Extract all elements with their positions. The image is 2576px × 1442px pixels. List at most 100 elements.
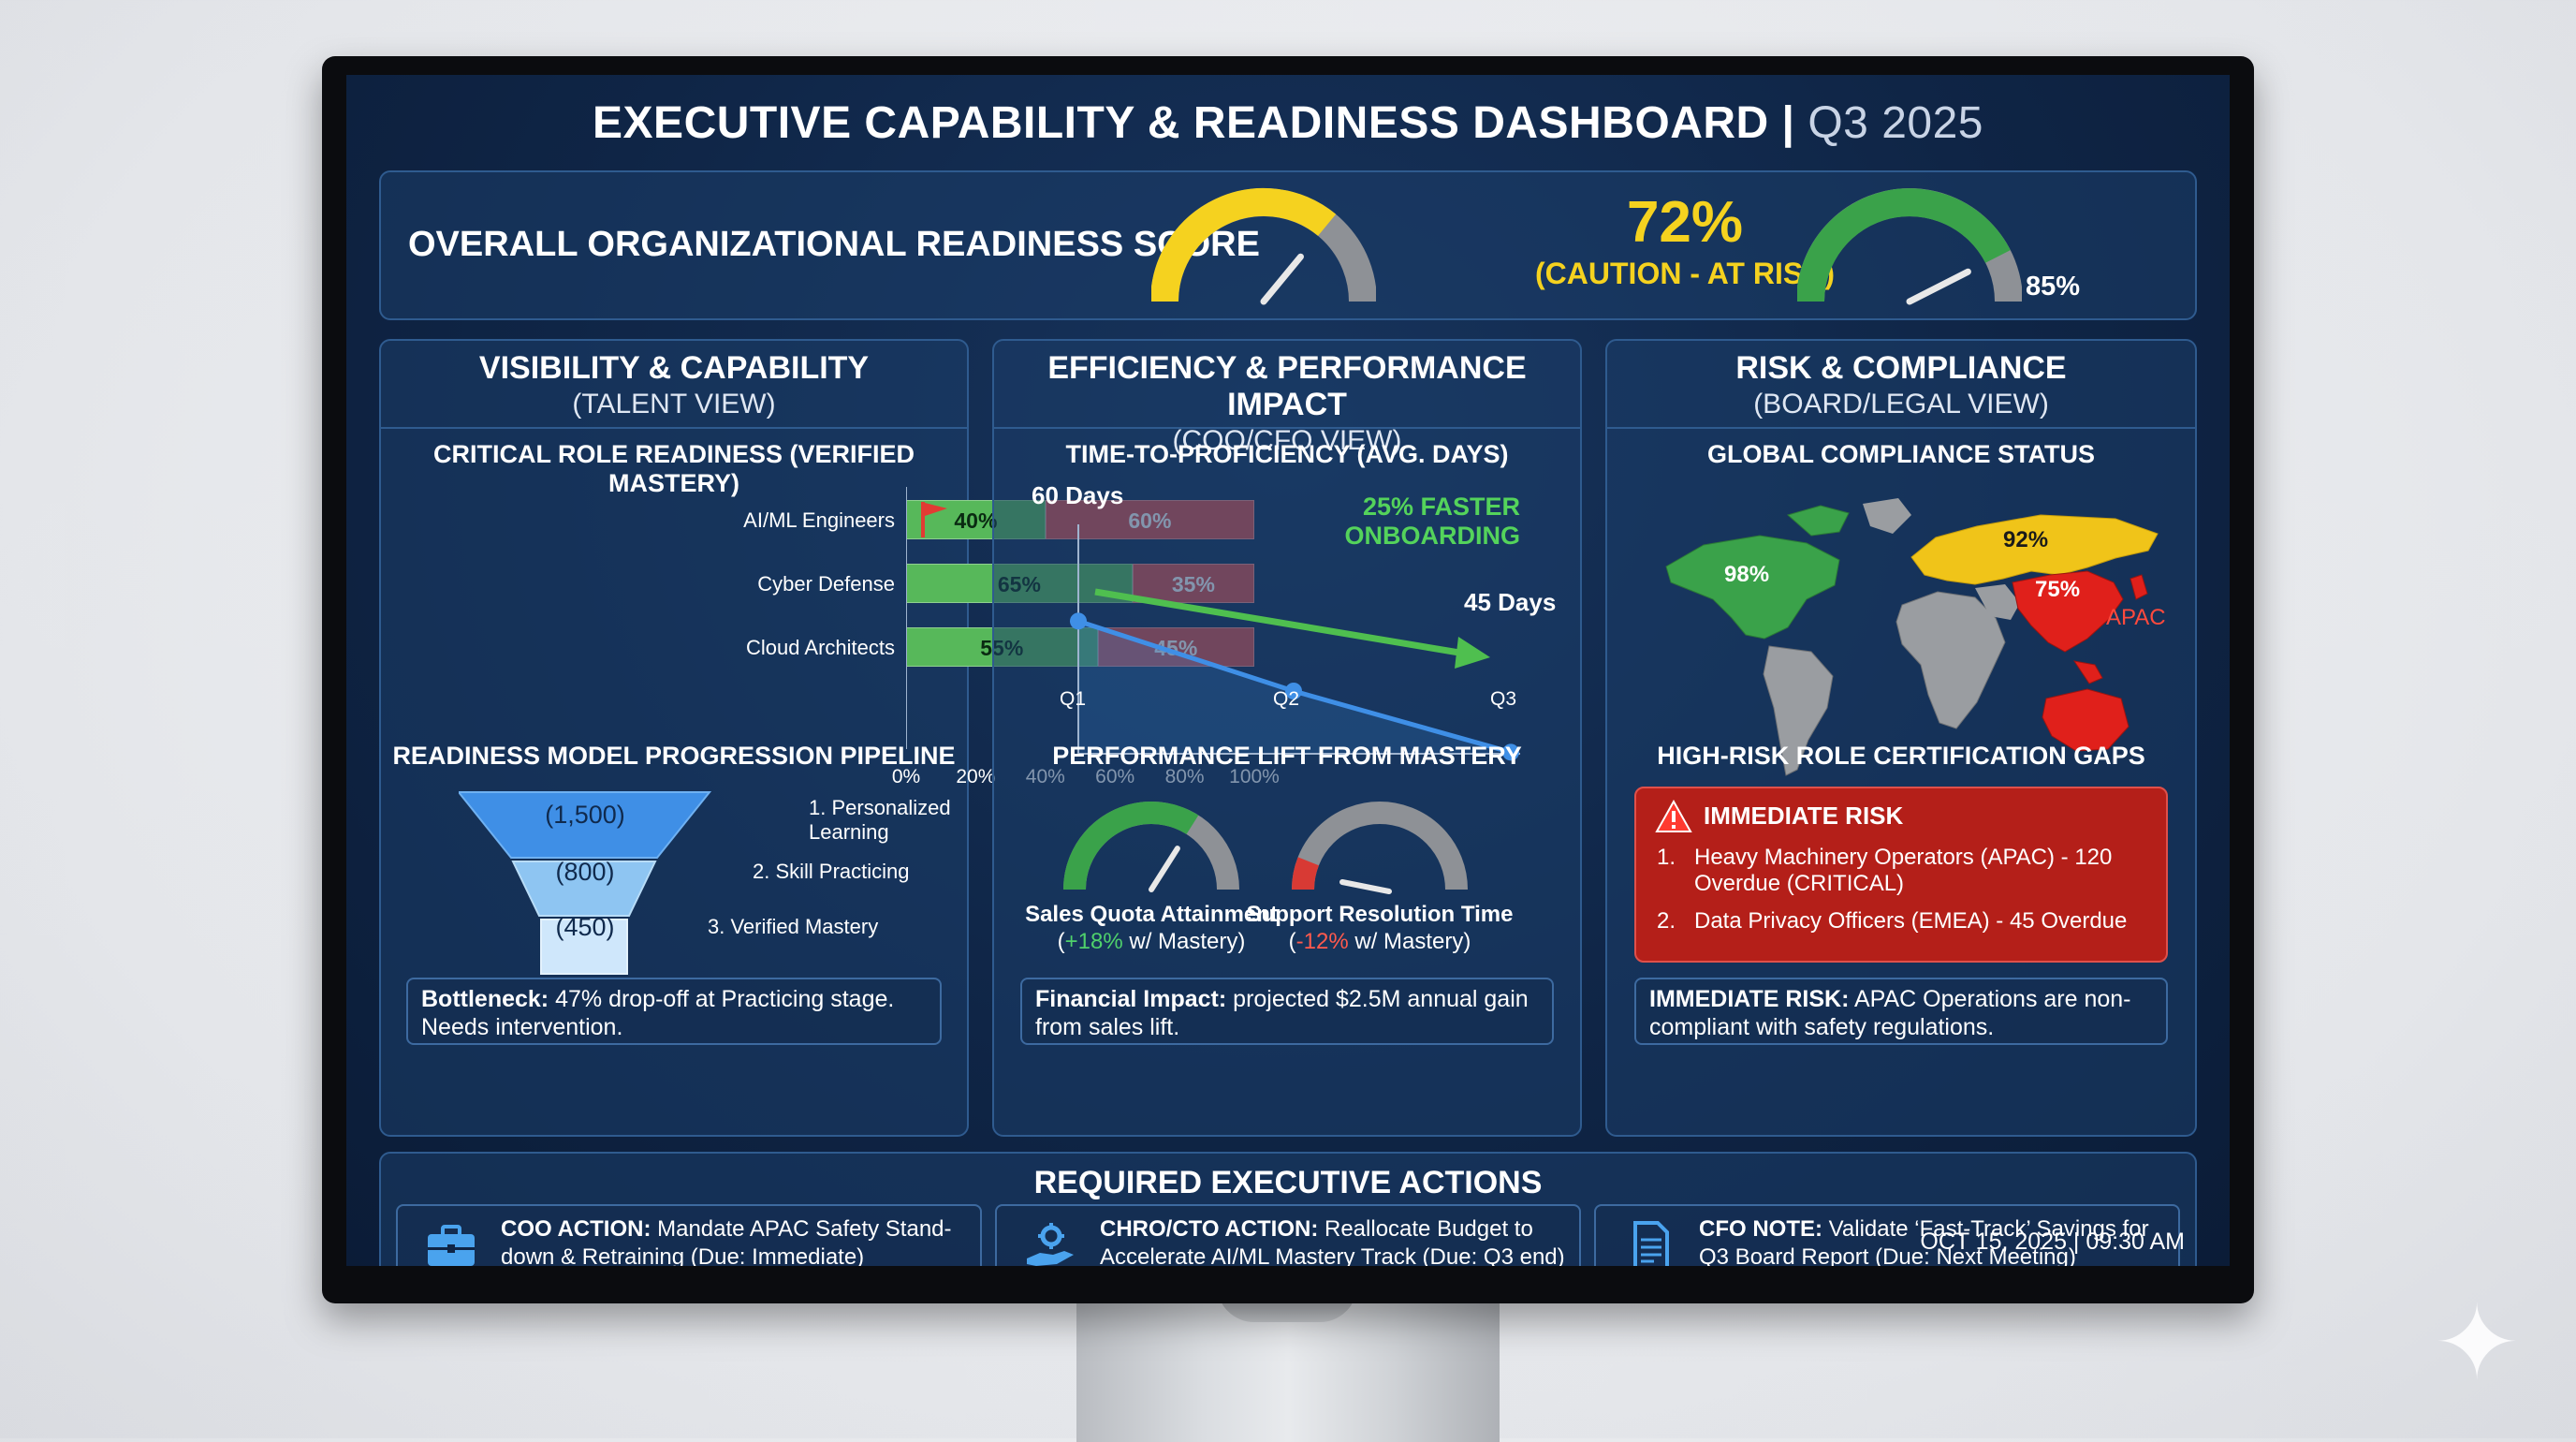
risk-item-2-num: 2. <box>1657 908 1676 934</box>
target-gauge-fill <box>1797 188 2011 302</box>
pipeline-funnel <box>459 791 711 975</box>
americas-region <box>1665 505 1850 640</box>
support-gauge-needle <box>1339 879 1392 894</box>
end-label: 45 Days <box>1464 588 1557 616</box>
target-score: 85% <box>2026 272 2081 302</box>
funnel-label-3: 3. Verified Mastery <box>708 915 879 938</box>
visibility-title: VISIBILITY & CAPABILITY <box>478 350 870 386</box>
risk-item-2: 2. Data Privacy Officers (EMEA) - 45 Over… <box>1657 908 2127 934</box>
apac-region <box>2012 570 2148 752</box>
title-period: Q3 2025 <box>1808 98 1983 148</box>
coo-action-label: COO ACTION: <box>501 1216 651 1242</box>
funnel-value-3: (450) <box>555 913 615 941</box>
chro-cto-action-card[interactable]: CHRO/CTO ACTION: Reallocate Budget to Ac… <box>995 1204 1581 1266</box>
line-point <box>1070 612 1087 630</box>
efficiency-subtitle: (COO/CFO VIEW) <box>1172 425 1402 456</box>
coo-action-card[interactable]: COO ACTION: Mandate APAC Safety Stand-do… <box>396 1204 982 1266</box>
sales-gauge-needle <box>1149 846 1180 892</box>
immediate-risk-note-text: APAC Operations are non-compliant with s… <box>1649 986 2131 1040</box>
readiness-gauge <box>1151 188 1376 305</box>
time-to-proficiency-title: TIME-TO-PROFICIENCY (AVG. DAYS) <box>1065 440 1509 468</box>
apac-label: APAC <box>2106 605 2166 630</box>
readiness-gauge-fill <box>1151 188 1337 302</box>
compliance-map-title: GLOBAL COMPLIANCE STATUS <box>1707 440 2095 468</box>
bottleneck-note: Bottleneck: 47% drop-off at Practicing s… <box>406 978 942 1045</box>
line-point <box>1285 683 1302 699</box>
funnel-label-2: 2. Skill Practicing <box>753 860 910 883</box>
coo-action-text: COO ACTION: Mandate APAC Safety Stand-do… <box>501 1215 971 1266</box>
funnel-stage-1 <box>459 791 711 859</box>
target-gauge-needle <box>1906 268 1971 305</box>
divider <box>994 427 1580 429</box>
readiness-label: OVERALL ORGANIZATIONAL READINESS SCORE <box>408 225 1260 264</box>
greenland <box>1863 498 1911 534</box>
chro-cto-action-text: CHRO/CTO ACTION: Reallocate Budget to Ac… <box>1100 1215 1570 1266</box>
actions-panel: REQUIRED EXECUTIVE ACTIONS COO ACTION: M… <box>379 1152 2197 1266</box>
bar-x-tick: 20% <box>956 766 996 787</box>
readiness-gauge-needle <box>1260 253 1304 305</box>
risk-item-1: 1. Heavy Machinery Operators (APAC) - 120… <box>1657 845 2112 897</box>
funnel-stage-2 <box>511 861 657 917</box>
dashboard-title: EXECUTIVE CAPABILITY & READINESS DASHBOA… <box>346 97 2230 149</box>
support-resolution-name: Support Resolution Time <box>1246 902 1514 927</box>
chro-cto-action-detail: Reallocate Budget to Accelerate AI/ML Ma… <box>1100 1216 1565 1266</box>
support-resolution-caption: Support Resolution Time (-12% w/ Mastery) <box>1246 902 1514 954</box>
cfo-note-text: CFO NOTE: Validate ‘Fast-Track’ Savings … <box>1699 1215 2169 1266</box>
dashboard-screen: EXECUTIVE CAPABILITY & READINESS DASHBOA… <box>346 75 2230 1266</box>
trend-arrow-head <box>1455 637 1490 669</box>
support-resolution-suffix: w/ Mastery) <box>1348 929 1471 954</box>
x-tick-q2: Q2 <box>1273 688 1300 710</box>
bar-category-label: Cloud Architects <box>746 636 895 659</box>
x-tick-q1: Q1 <box>1060 688 1087 710</box>
financial-impact-label: Financial Impact: <box>1035 986 1227 1012</box>
sales-quota-caption: Sales Quota Attainment (+18% w/ Mastery) <box>1025 902 1278 954</box>
sparkle-icon: ✦ <box>2434 1283 2521 1403</box>
sales-quota-suffix: w/ Mastery) <box>1122 929 1246 954</box>
africa-region <box>1895 591 2006 729</box>
efficiency-title: EFFICIENCY & PERFORMANCE IMPACT <box>1047 350 1527 422</box>
cfo-note-label: CFO NOTE: <box>1699 1216 1822 1242</box>
certification-gaps-title: HIGH-RISK ROLE CERTIFICATION GAPS <box>1657 742 2145 770</box>
target-gauge <box>1797 188 2022 305</box>
gear-hand-icon <box>1027 1223 1074 1266</box>
visibility-subtitle: (TALENT VIEW) <box>572 389 776 419</box>
faster-onboarding-annotation: 25% FASTER ONBOARDING <box>1282 493 1521 551</box>
support-resolution-gauge <box>1292 802 1468 894</box>
timestamp: OCT 15, 2025 | 09:30 AM <box>1920 1229 2185 1255</box>
line-point <box>1502 743 1519 761</box>
emea-pct: 92% <box>2003 527 2049 552</box>
coo-action-detail: Mandate APAC Safety Stand-down & Retrain… <box>501 1216 952 1266</box>
world-map <box>1665 498 2159 776</box>
visibility-header: VISIBILITY & CAPABILITY (TALENT VIEW) <box>381 341 967 420</box>
risk-item-2-line1: Data Privacy Officers (EMEA) - 45 Overdu… <box>1694 908 2128 934</box>
actions-title: REQUIRED EXECUTIVE ACTIONS <box>1033 1165 1543 1200</box>
risk-item-1-line2: Overdue (CRITICAL) <box>1694 871 1905 896</box>
sales-gauge-fill <box>1063 802 1199 890</box>
financial-impact-text: projected $2.5M annual gain from sales l… <box>1035 986 1529 1040</box>
efficiency-header: EFFICIENCY & PERFORMANCE IMPACT (COO/CFO… <box>994 341 1580 457</box>
title-main: EXECUTIVE CAPABILITY & READINESS DASHBOA… <box>593 98 1769 148</box>
sales-quota-lift: +18% <box>1064 929 1123 954</box>
sales-quota-name: Sales Quota Attainment <box>1025 902 1278 927</box>
risk-subtitle: (BOARD/LEGAL VIEW) <box>1753 389 2049 419</box>
cfo-note-card[interactable]: CFO NOTE: Validate ‘Fast-Track’ Savings … <box>1594 1204 2180 1266</box>
risk-header: RISK & COMPLIANCE (BOARD/LEGAL VIEW) <box>1607 341 2195 420</box>
line-area <box>1078 621 1511 754</box>
risk-item-1-num: 1. <box>1657 845 1676 870</box>
readiness-score: 72% <box>1626 190 1744 255</box>
bar-category-label: AI/ML Engineers <box>743 508 895 532</box>
sales-quota-gauge <box>1063 802 1239 892</box>
divider <box>1607 427 2195 429</box>
funnel-value-1: (1,500) <box>545 801 625 829</box>
trend-arrow-shaft <box>1094 588 1466 657</box>
time-to-proficiency-chart <box>1070 524 1520 761</box>
immediate-risk-note-label: IMMEDIATE RISK: <box>1649 986 1850 1012</box>
bar-axis-line <box>906 487 907 749</box>
apac-pct: 75% <box>2035 577 2081 602</box>
risk-item-1-line1: Heavy Machinery Operators (APAC) - 120 <box>1694 845 2113 870</box>
risk-title: RISK & COMPLIANCE <box>1735 350 2067 386</box>
document-icon <box>1633 1221 1669 1266</box>
readiness-status: (CAUTION - AT RISK) <box>1535 257 1835 290</box>
immediate-risk-note: IMMEDIATE RISK: APAC Operations are non-… <box>1634 978 2168 1045</box>
briefcase-icon <box>428 1225 475 1266</box>
